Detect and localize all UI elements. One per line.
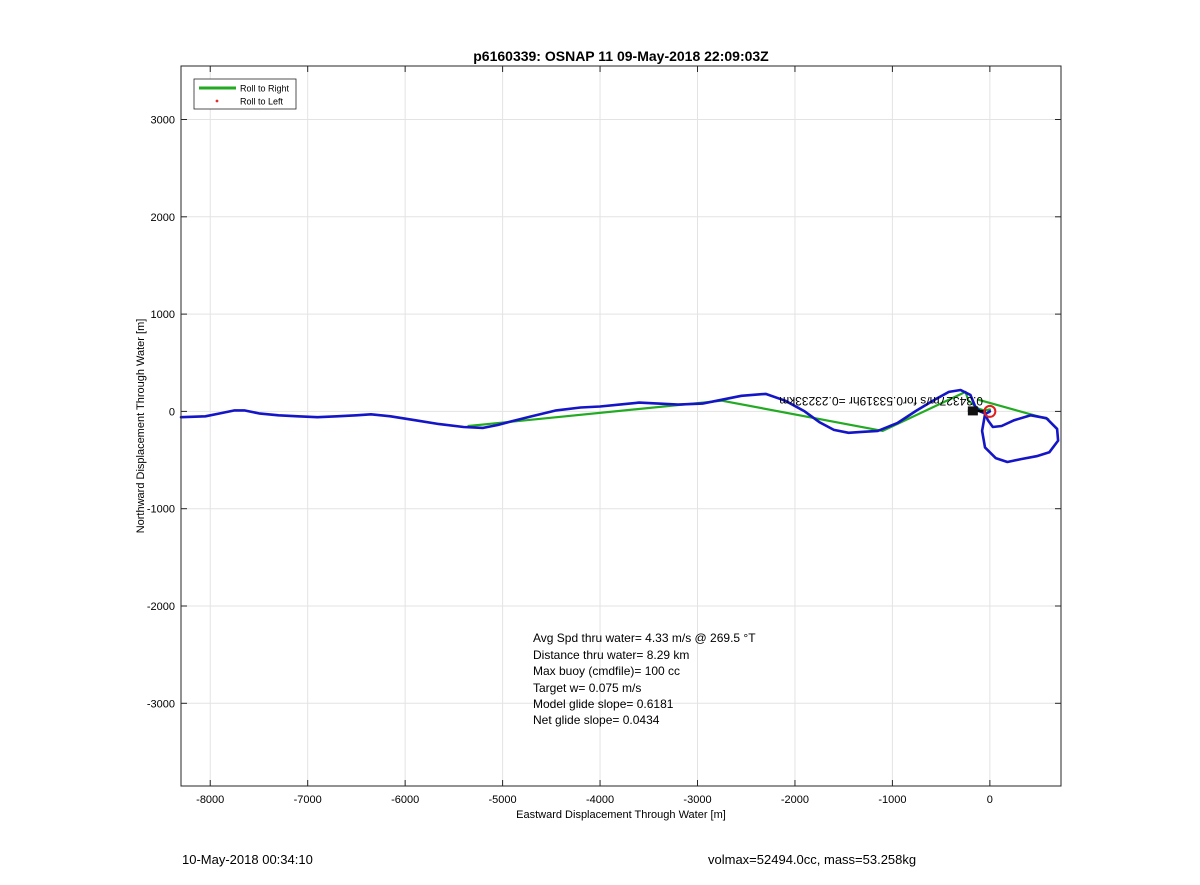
y-tick-label: -3000: [147, 698, 175, 710]
stat-line: Max buoy (cmdfile)= 100 cc: [533, 664, 680, 678]
footer-vehicle-info: volmax=52494.0cc, mass=53.258kg: [708, 852, 917, 867]
plot-area-frame: [180, 65, 1062, 787]
legend-label-roll-left: Roll to Left: [240, 97, 284, 107]
legend-label-roll-right: Roll to Right: [240, 84, 290, 94]
glider-track-line: [179, 388, 1060, 464]
stat-line: Distance thru water= 8.29 km: [533, 648, 689, 662]
legend: Roll to Right Roll to Left: [193, 78, 297, 110]
x-tick-label: -8000: [196, 794, 224, 806]
x-tick-label: -1000: [878, 794, 906, 806]
stat-line: Model glide slope= 0.6181: [533, 697, 674, 711]
x-tick-label: -7000: [294, 794, 322, 806]
x-tick-label: -4000: [586, 794, 614, 806]
ticks: -8000 -7000 -6000 -5000 -4000 -3000 -2000 -1000…: [147, 66, 1061, 806]
stat-line: Net glide slope= 0.0434: [533, 713, 660, 727]
y-tick-label: 0: [169, 406, 175, 418]
legend-swatch-roll-left: [215, 99, 219, 103]
overlay-layer: [967, 404, 997, 418]
stats-annotation: Avg Spd thru water= 4.33 m/s @ 269.5 °T …: [533, 631, 756, 727]
y-tick-label: -2000: [147, 601, 175, 613]
current-vector-label: 0.34327m/s for0.53319hr =0.23233km: [779, 394, 983, 408]
x-tick-label: -5000: [489, 794, 517, 806]
surfacing-marker: [967, 406, 978, 416]
x-tick-label: -2000: [781, 794, 809, 806]
x-tick-label: -6000: [391, 794, 419, 806]
stat-line: Target w= 0.075 m/s: [533, 681, 641, 695]
footer-timestamp: 10-May-2018 00:34:10: [182, 852, 313, 867]
grid: [181, 66, 1061, 786]
legend-box: [193, 78, 297, 110]
y-tick-label: -1000: [147, 504, 175, 516]
y-axis-label: Northward Displacement Through Water [m]: [135, 319, 147, 534]
y-tick-label: 2000: [151, 212, 175, 224]
start-position-marker: [983, 404, 997, 418]
stat-line: Avg Spd thru water= 4.33 m/s @ 269.5 °T: [533, 631, 756, 645]
y-tick-label: 3000: [151, 115, 175, 127]
x-tick-label: -3000: [683, 794, 711, 806]
x-axis-label: Eastward Displacement Through Water [m]: [516, 809, 726, 821]
chart-title: p6160339: OSNAP 11 09-May-2018 22:09:03Z: [473, 48, 769, 64]
x-tick-label: 0: [987, 794, 993, 806]
y-tick-label: 1000: [151, 309, 175, 321]
